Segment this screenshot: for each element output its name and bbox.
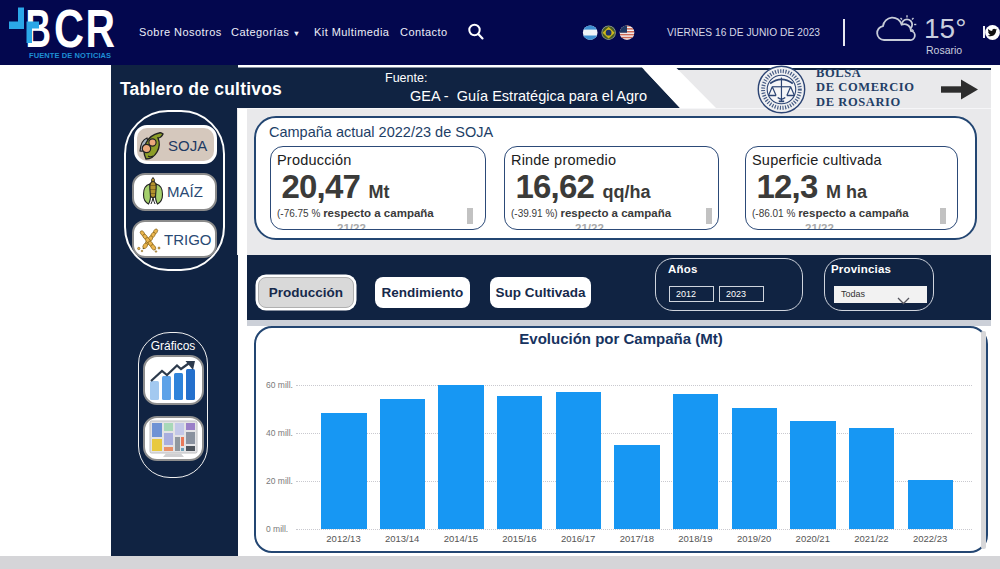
svg-text:C: C xyxy=(54,0,84,58)
svg-text:R: R xyxy=(86,0,116,58)
